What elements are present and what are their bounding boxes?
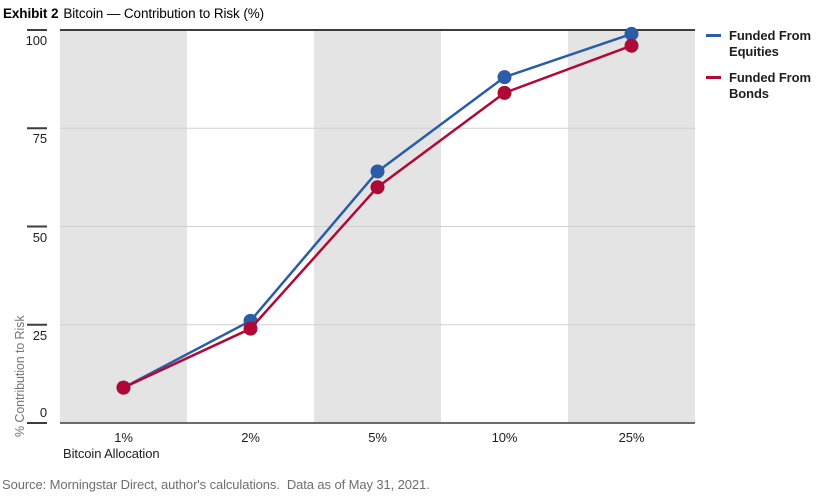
x-tick-label-5: 5% [368,430,387,445]
legend-entry-bonds: Funded From Bonds [706,70,826,101]
source-note: Source: Morningstar Direct, author's cal… [2,477,430,492]
bonds-line-swatch [706,76,721,80]
y-tick-label-75: 75 [32,131,47,147]
funded-from-bonds-point-1 [116,380,131,395]
y-tick-label-100: 100 [25,33,47,48]
funded-from-bonds-point-2 [243,321,258,336]
y-axis-title: % Contribution to Risk [13,315,27,437]
legend: Funded From Equities Funded From Bonds [706,28,826,112]
exhibit-label: Exhibit 2 [3,6,59,21]
legend-label-bonds: Funded From Bonds [729,70,811,101]
y-tick-label-25: 25 [32,327,47,343]
x-tick-label-1: 1% [114,430,133,445]
funded-from-equities-point-5 [370,164,385,179]
chart-title-text: Bitcoin — Contribution to Risk (%) [63,6,265,21]
y-tick-label-50: 50 [32,229,47,245]
x-tick-label-2: 2% [241,430,260,445]
funded-from-equities-point-25 [624,26,639,41]
funded-from-bonds-point-25 [624,38,639,53]
y-tick-label-0: 0 [39,405,47,420]
x-axis-title: Bitcoin Allocation [63,446,160,461]
equities-line-swatch [706,34,721,37]
x-tick-label-25: 25% [618,430,645,445]
funded-from-bonds-point-5 [370,180,385,195]
funded-from-bonds-point-10 [497,85,512,100]
legend-entry-equities: Funded From Equities [706,28,826,59]
funded-from-equities-point-10 [497,70,512,85]
chart-title: Exhibit 2 Bitcoin — Contribution to Risk … [3,6,264,21]
legend-label-equities: Funded From Equities [729,28,811,59]
x-tick-label-10: 10% [491,430,518,445]
